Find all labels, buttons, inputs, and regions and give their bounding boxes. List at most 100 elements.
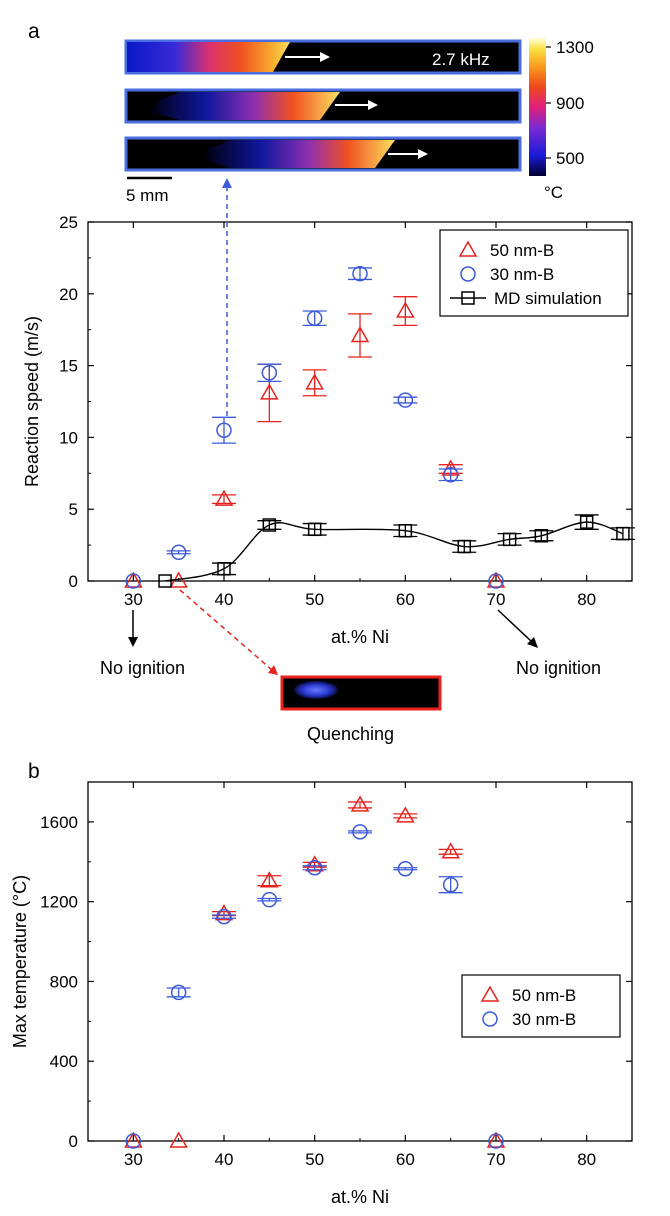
y-tick-label-b-800: 800 — [50, 972, 78, 991]
y-tick-label-b-1600: 1600 — [40, 813, 78, 832]
x-tick-label-b-60: 60 — [396, 1150, 415, 1169]
data-point-a-2-3 — [307, 522, 322, 537]
series-a-1 — [125, 265, 504, 589]
legend-label-a-0: 50 nm-B — [490, 241, 554, 260]
data-point-a-1-4 — [306, 310, 323, 326]
data-point-a-2-8 — [579, 515, 594, 529]
no-ignition-arrow-right — [497, 609, 538, 648]
data-point-a-1-7 — [442, 466, 459, 483]
data-point-a-0-6 — [396, 301, 415, 318]
series-line-a-2 — [164, 521, 624, 582]
x-tick-label-b-50: 50 — [305, 1150, 324, 1169]
data-point-a-1-3 — [261, 365, 278, 381]
x-tick-label-b-40: 40 — [215, 1150, 234, 1169]
legend-marker-b-0 — [480, 985, 500, 1002]
data-point-b-0-8 — [486, 1131, 506, 1148]
data-point-a-1-6 — [397, 392, 414, 408]
data-point-a-0-5 — [350, 325, 370, 343]
data-point-a-1-8 — [488, 573, 504, 589]
legend-b: 50 nm-B 30 nm-B — [461, 974, 621, 1038]
x-tick-label-a-60: 60 — [396, 590, 415, 609]
data-point-b-1-3 — [261, 891, 278, 908]
data-point-b-0-6 — [396, 806, 415, 823]
panel-label-b: b — [28, 760, 40, 783]
series-a-0 — [124, 296, 506, 588]
thermal-frame-1: 2.7 kHz — [124, 39, 522, 75]
frame-rate-label: 2.7 kHz — [432, 50, 490, 69]
colorbar-tick-1300: 1300 — [556, 38, 594, 57]
legend-label-a-1: 30 nm-B — [490, 265, 554, 284]
y-axis-label-a: Reaction speed (m/s) — [22, 316, 42, 487]
legend-label-b-1: 30 nm-B — [512, 1010, 576, 1029]
y-tick-label-a-25: 25 — [59, 213, 78, 232]
data-point-b-0-2 — [214, 904, 234, 921]
data-point-a-0-3 — [260, 383, 279, 400]
data-point-a-1-5 — [352, 265, 368, 282]
no-ignition-label-left: No ignition — [100, 658, 185, 678]
x-axis-label-b: at.% Ni — [331, 1187, 389, 1207]
data-point-a-2-4 — [398, 523, 413, 538]
no-ignition-arrow-left — [128, 610, 138, 647]
y-tick-label-a-20: 20 — [59, 285, 78, 304]
data-point-b-1-8 — [488, 1133, 504, 1149]
y-axis-label-b: Max temperature (°C) — [10, 875, 30, 1048]
data-point-b-1-7 — [442, 876, 459, 893]
legend-label-a-2: MD simulation — [494, 289, 602, 308]
data-point-b-1-2 — [216, 908, 232, 925]
data-point-b-0-4 — [305, 855, 324, 872]
colorbar-tick-500: 500 — [556, 149, 584, 168]
y-tick-label-b-1200: 1200 — [40, 893, 78, 912]
plot-frame-b — [87, 781, 633, 1142]
x-tick-label-a-80: 80 — [577, 590, 596, 609]
x-axis-label-a: at.% Ni — [331, 627, 389, 647]
x-tick-label-b-70: 70 — [487, 1150, 506, 1169]
data-point-a-2-1 — [217, 562, 231, 576]
quenching-image — [280, 675, 442, 711]
series-b-0 — [124, 795, 506, 1148]
data-point-b-1-1 — [170, 984, 187, 1001]
data-point-a-0-2 — [214, 489, 234, 506]
legend-marker-b-1 — [482, 1011, 498, 1027]
data-point-a-2-6 — [502, 532, 517, 547]
legend-label-b-0: 50 nm-B — [512, 986, 576, 1005]
data-point-b-0-5 — [350, 795, 370, 812]
blue-dashed-arrow — [222, 178, 232, 416]
data-point-a-0-0 — [124, 571, 143, 588]
data-point-a-2-5 — [457, 539, 472, 554]
data-point-b-0-1 — [169, 1131, 188, 1148]
y-tick-label-a-10: 10 — [59, 428, 78, 447]
panel-label-a: a — [28, 20, 40, 43]
thermal-frame-2 — [124, 88, 522, 124]
data-point-a-2-2 — [262, 518, 277, 532]
quenching-label: Quenching — [307, 724, 394, 744]
colorbar — [529, 38, 546, 176]
data-point-b-1-4 — [306, 860, 323, 876]
red-dashed-arrow — [179, 589, 278, 675]
x-tick-label-a-70: 70 — [487, 590, 506, 609]
series-a-2 — [158, 514, 635, 588]
data-point-b-0-0 — [124, 1131, 143, 1148]
data-point-b-1-5 — [352, 824, 368, 840]
y-tick-label-b-0: 0 — [69, 1132, 78, 1151]
data-point-a-2-9 — [616, 526, 630, 541]
data-point-b-0-3 — [260, 871, 279, 888]
legend-marker-a-1 — [460, 266, 476, 282]
x-tick-label-b-80: 80 — [577, 1150, 596, 1169]
data-point-b-0-7 — [441, 842, 460, 859]
legend-marker-a-2 — [461, 291, 475, 305]
x-tick-label-a-40: 40 — [215, 590, 234, 609]
x-tick-label-b-30: 30 — [124, 1150, 143, 1169]
thermal-frame-3 — [124, 136, 522, 172]
legend-a: 50 nm-B 30 nm-B MD simulation — [439, 229, 629, 317]
y-tick-label-b-400: 400 — [50, 1052, 78, 1071]
y-tick-label-a-0: 0 — [69, 572, 78, 591]
x-tick-label-a-50: 50 — [305, 590, 324, 609]
colorbar-unit: °C — [544, 183, 563, 202]
data-point-b-1-6 — [397, 861, 414, 877]
data-point-b-1-0 — [125, 1133, 142, 1149]
legend-box-b — [461, 974, 621, 1038]
data-point-a-2-0 — [158, 574, 172, 588]
legend-box-a — [439, 229, 629, 317]
